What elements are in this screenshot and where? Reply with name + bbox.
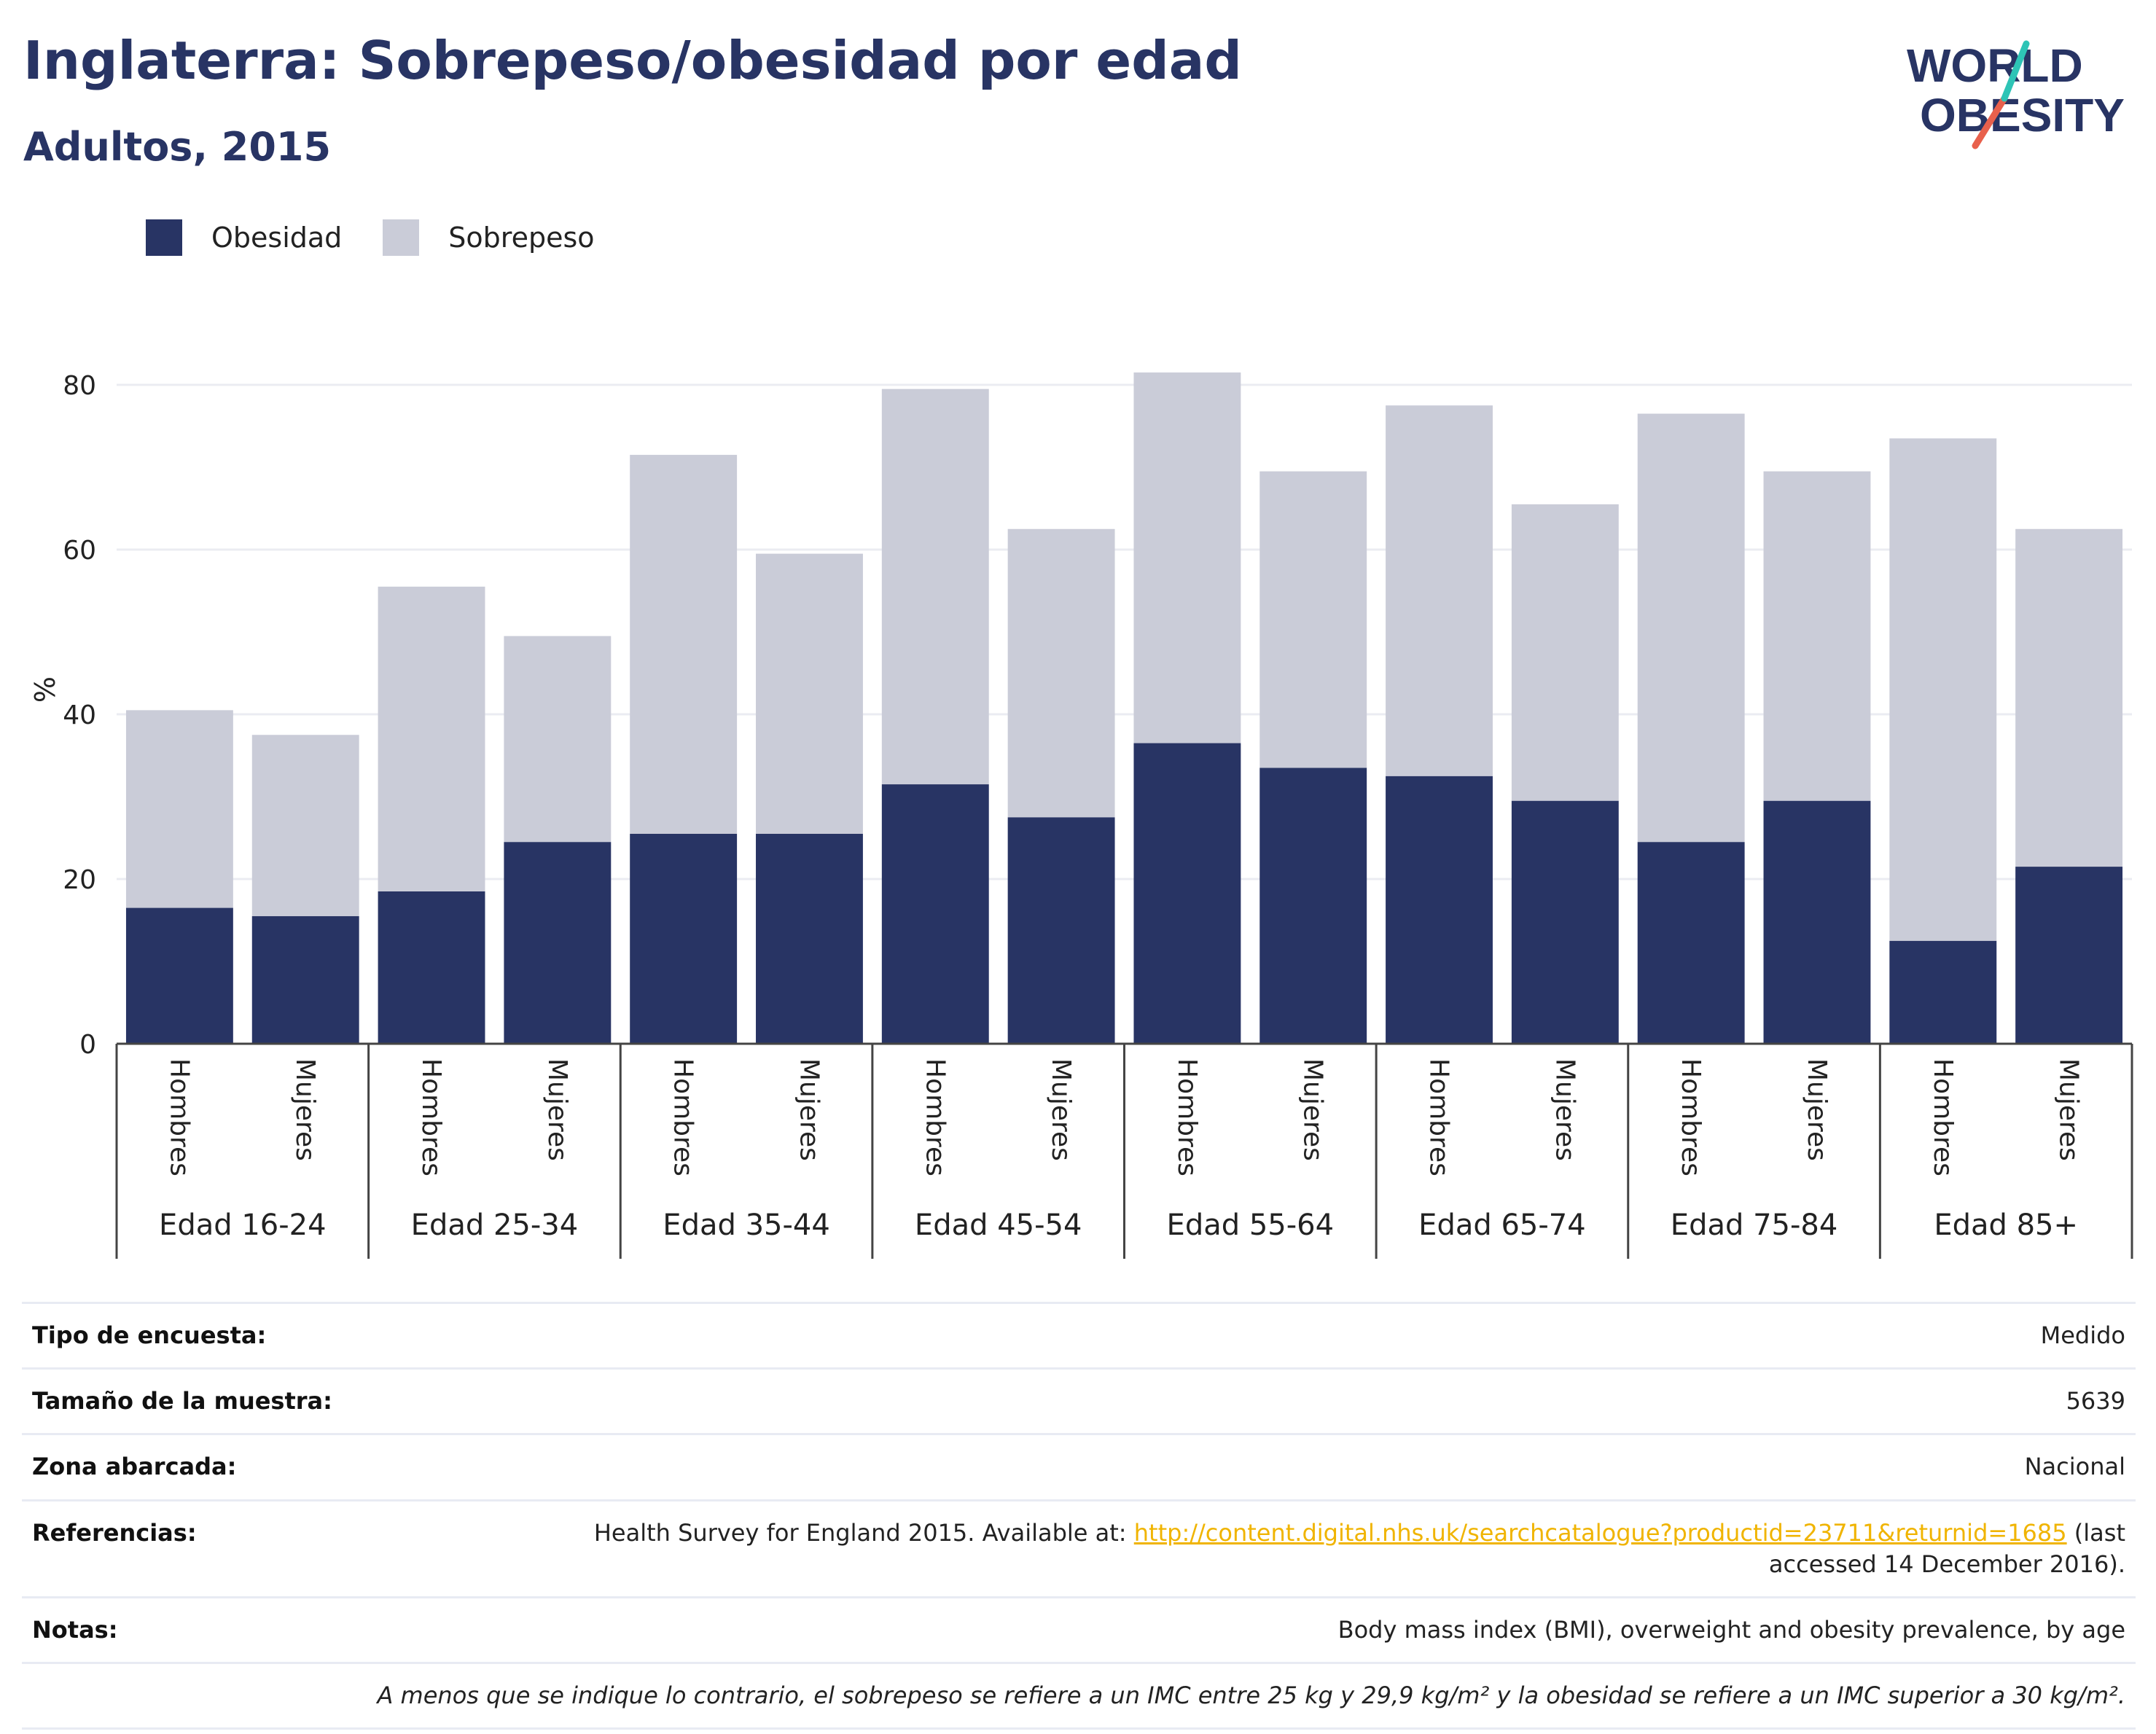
- references-link[interactable]: http://content.digital.nhs.uk/searchcata…: [1133, 1518, 2067, 1547]
- survey-type-label: Tipo de encuesta:: [22, 1301, 552, 1369]
- y-tick-label: 60: [63, 536, 96, 566]
- legend-label-overweight: Sobrepeso: [448, 222, 595, 254]
- legend-swatch-overweight: [383, 219, 420, 256]
- bar-obesity: [1763, 800, 1871, 1044]
- bar-overweight: [1007, 528, 1115, 818]
- bar-overweight: [1386, 405, 1493, 776]
- bar-overweight: [1511, 504, 1619, 801]
- bar-obesity: [2015, 867, 2123, 1044]
- references-prefix: Health Survey for England 2015. Availabl…: [593, 1518, 1134, 1547]
- logo-slash-red: [1972, 95, 2008, 149]
- references-suffix: (last accessed 14 December 2016).: [1768, 1518, 2125, 1578]
- y-tick-label: 20: [63, 865, 96, 895]
- x-tick-label-sex: Hombres: [1424, 1058, 1454, 1176]
- legend-item-obesity[interactable]: Obesidad: [146, 219, 342, 256]
- x-group-label: Edad 75-84: [1671, 1208, 1838, 1242]
- bar-overweight: [881, 388, 989, 785]
- x-tick-label-sex: Hombres: [164, 1058, 194, 1176]
- area-value: Nacional: [552, 1433, 2136, 1501]
- x-tick-label-sex: Hombres: [416, 1058, 446, 1176]
- notes-value: Body mass index (BMI), overweight and ob…: [552, 1596, 2136, 1663]
- x-tick-label-sex: Mujeres: [1550, 1058, 1579, 1161]
- bar-obesity: [1637, 842, 1745, 1044]
- x-tick-label-sex: Hombres: [668, 1058, 698, 1176]
- legend-item-overweight[interactable]: Sobrepeso: [383, 219, 595, 256]
- chart-legend: Obesidad Sobrepeso: [146, 216, 636, 259]
- world-obesity-logo: WORLD OBESITY: [1907, 39, 2125, 149]
- info-row-notes: Notas: Body mass index (BMI), overweight…: [22, 1596, 2136, 1663]
- bar-obesity: [881, 784, 989, 1044]
- stacked-bar-chart: 0 20 40 60 80% Hombres Mujeres Hombres Mujeres Ho…: [29, 371, 2133, 1259]
- x-group-label: Edad 65-74: [1418, 1208, 1586, 1242]
- bar-obesity: [251, 915, 359, 1044]
- y-tick-label: 40: [63, 700, 96, 730]
- bar-overweight: [251, 735, 359, 916]
- sample-size-label: Tamaño de la muestra:: [22, 1367, 552, 1434]
- bar-obesity: [504, 842, 612, 1044]
- sample-size-value: 5639: [552, 1367, 2136, 1434]
- footnote: A menos que se indique lo contrario, el …: [22, 1662, 2136, 1730]
- chart-title: Inglaterra: Sobrepeso/obesidad por edad: [23, 30, 1242, 91]
- bar-overweight: [125, 710, 233, 908]
- legend-swatch-obesity: [146, 219, 182, 256]
- references-label: Referencias:: [22, 1499, 552, 1598]
- info-row-sample-size: Tamaño de la muestra: 5639: [22, 1367, 2136, 1434]
- x-tick-label-sex: Mujeres: [2054, 1058, 2084, 1161]
- x-tick-label-sex: Mujeres: [1046, 1058, 1076, 1161]
- info-row-survey-type: Tipo de encuesta: Medido: [22, 1301, 2136, 1369]
- bar-overweight: [1259, 471, 1367, 768]
- logo-line2: OBESITY: [1920, 89, 2125, 141]
- bar-overweight: [630, 455, 738, 834]
- bar-overweight: [756, 553, 863, 834]
- bar-obesity: [1133, 743, 1241, 1044]
- x-group-label: Edad 16-24: [159, 1208, 327, 1242]
- info-row-area: Zona abarcada: Nacional: [22, 1433, 2136, 1501]
- notes-label: Notas:: [22, 1596, 552, 1663]
- x-tick-label-sex: Mujeres: [290, 1058, 320, 1161]
- x-tick-label-sex: Hombres: [1172, 1058, 1202, 1176]
- bar-obesity: [756, 833, 863, 1044]
- x-group-label: Edad 35-44: [663, 1208, 830, 1242]
- y-tick-label: 0: [79, 1030, 96, 1060]
- area-label: Zona abarcada:: [22, 1433, 552, 1501]
- y-axis-label: %: [29, 676, 61, 703]
- bar-obesity: [1511, 800, 1619, 1044]
- logo-slash-teal: [2001, 40, 2030, 102]
- bar-overweight: [1637, 413, 1745, 843]
- bar-obesity: [378, 891, 485, 1044]
- legend-label-obesity: Obesidad: [211, 222, 343, 254]
- x-group-label: Edad 85+: [1934, 1208, 2078, 1242]
- x-tick-label-sex: Hombres: [920, 1058, 950, 1176]
- bar-overweight: [1889, 438, 1997, 941]
- x-group-label: Edad 45-54: [915, 1208, 1082, 1242]
- info-row-references: Referencias: Health Survey for England 2…: [22, 1499, 2136, 1598]
- x-tick-label-sex: Mujeres: [794, 1058, 824, 1161]
- x-tick-label-sex: Mujeres: [542, 1058, 572, 1161]
- logo-line1: WORLD: [1907, 39, 2083, 92]
- x-tick-label-sex: Mujeres: [1298, 1058, 1328, 1161]
- bar-obesity: [125, 907, 233, 1044]
- bar-overweight: [378, 586, 485, 891]
- bar-obesity: [1889, 940, 1997, 1044]
- bar-overweight: [504, 636, 612, 843]
- y-tick-label: 80: [63, 371, 96, 401]
- bar-overweight: [1133, 372, 1241, 743]
- x-tick-label-sex: Hombres: [1928, 1058, 1958, 1176]
- bar-obesity: [1007, 817, 1115, 1044]
- x-group-label: Edad 55-64: [1167, 1208, 1335, 1242]
- x-tick-label-sex: Mujeres: [1802, 1058, 1832, 1161]
- bar-obesity: [630, 833, 738, 1044]
- references-value: Health Survey for England 2015. Availabl…: [552, 1499, 2136, 1598]
- x-tick-label-sex: Hombres: [1676, 1058, 1706, 1176]
- bar-obesity: [1259, 768, 1367, 1044]
- bar-overweight: [2015, 528, 2123, 867]
- chart-subtitle: Adultos, 2015: [23, 124, 332, 170]
- x-group-label: Edad 25-34: [411, 1208, 579, 1242]
- info-row-footnote: A menos que se indique lo contrario, el …: [22, 1662, 2136, 1730]
- bar-overweight: [1763, 471, 1871, 801]
- bar-obesity: [1386, 776, 1493, 1044]
- survey-type-value: Medido: [552, 1301, 2136, 1369]
- survey-info-table: Tipo de encuesta: Medido Tamaño de la mu…: [22, 1301, 2136, 1730]
